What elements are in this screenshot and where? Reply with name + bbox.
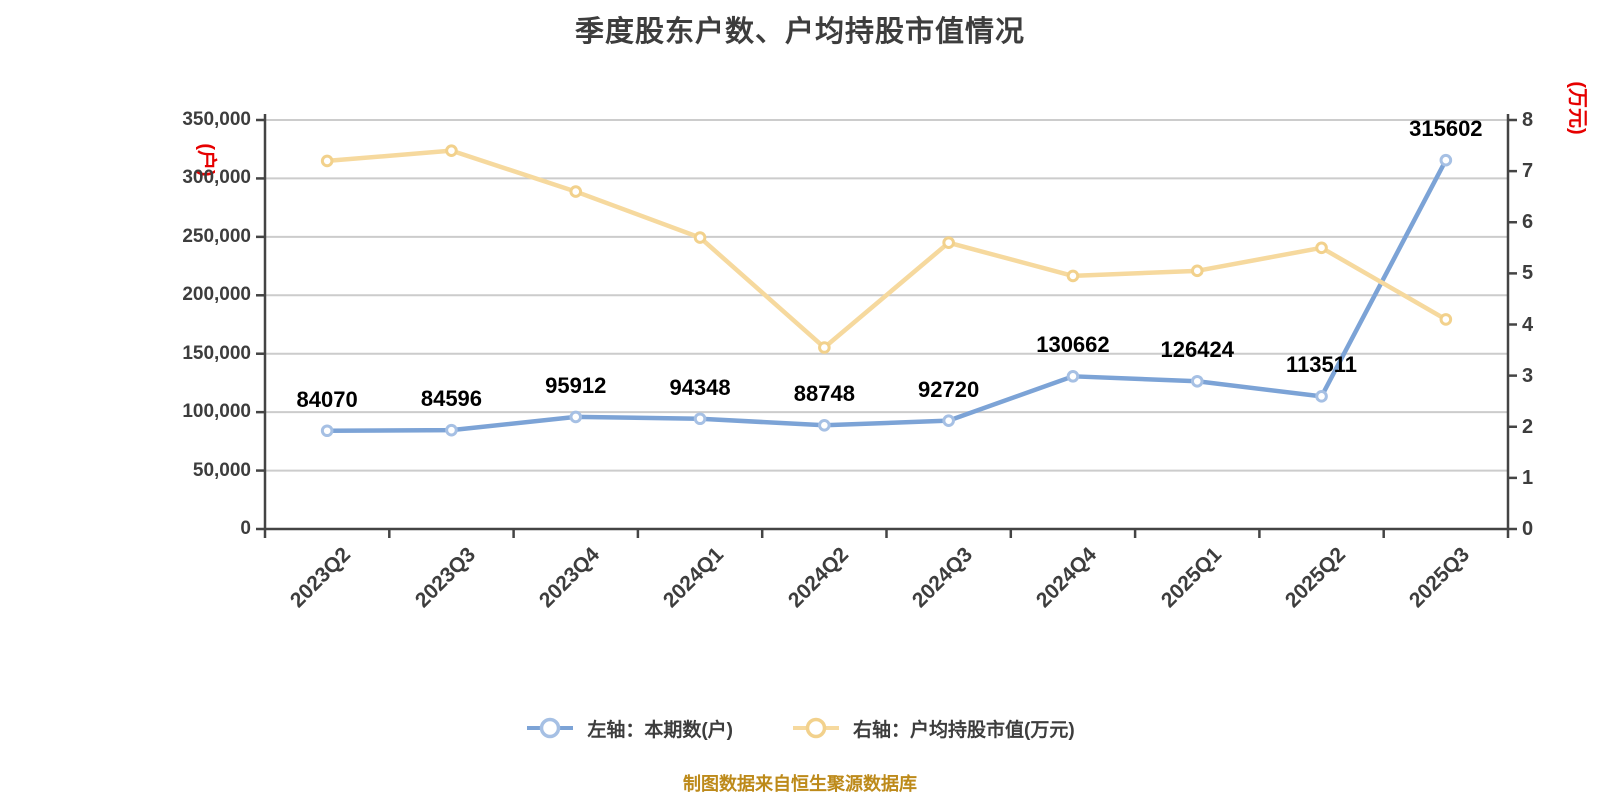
left-axis-tick-label: 50,000 bbox=[192, 459, 251, 481]
data-point-marker bbox=[569, 185, 583, 198]
left-axis-tick-label: 350,000 bbox=[182, 109, 251, 130]
data-point-label: 84070 bbox=[296, 386, 358, 412]
data-point-marker bbox=[320, 424, 334, 438]
data-point-marker bbox=[693, 412, 707, 426]
data-point-label: 88748 bbox=[793, 381, 855, 407]
series-line bbox=[324, 157, 1449, 434]
right-axis-tick-label: 5 bbox=[1522, 262, 1534, 285]
data-point-marker bbox=[1066, 370, 1080, 383]
data-point-label: 113511 bbox=[1286, 352, 1358, 378]
data-point-marker bbox=[1315, 390, 1328, 403]
data-point-marker bbox=[1190, 264, 1204, 278]
left-axis-tick-label: 100,000 bbox=[182, 401, 251, 423]
legend-item-right-axis-series[interactable]: 右轴：户均持股市值(万元) bbox=[791, 714, 1075, 742]
line-circle-marker-icon bbox=[793, 717, 839, 739]
right-axis-unit-label: (万元) bbox=[1566, 81, 1588, 135]
data-point-marker bbox=[1066, 269, 1080, 283]
data-point-label: 126424 bbox=[1160, 337, 1234, 363]
legend-label: 左轴：本期数(户) bbox=[587, 719, 733, 741]
data-point-marker bbox=[1315, 241, 1328, 255]
chart-title: 季度股东户数、户均持股市值情况 bbox=[574, 16, 1025, 48]
data-point-label: 92720 bbox=[918, 376, 980, 402]
data-point-marker bbox=[320, 154, 334, 168]
right-axis-tick-label: 2 bbox=[1522, 415, 1534, 438]
series-line bbox=[324, 148, 1449, 350]
left-axis-tick-label: 200,000 bbox=[182, 284, 251, 306]
data-point-label: 95912 bbox=[545, 372, 607, 398]
legend-item-left-axis-series[interactable]: 左轴：本期数(户) bbox=[525, 714, 733, 742]
right-axis-tick-label: 6 bbox=[1522, 211, 1534, 234]
right-axis-tick-label: 0 bbox=[1522, 518, 1534, 540]
right-axis-tick-label: 4 bbox=[1522, 313, 1534, 336]
right-axis-tick-label: 3 bbox=[1522, 364, 1534, 387]
chart-legend: 左轴：本期数(户) 右轴：户均持股市值(万元) bbox=[0, 714, 1600, 742]
right-axis-tick-label: 8 bbox=[1522, 109, 1534, 131]
data-point-label: 84596 bbox=[420, 386, 483, 412]
data-point-marker bbox=[1439, 313, 1453, 326]
data-point-label: 315602 bbox=[1409, 116, 1483, 142]
left-axis-tick-label: 300,000 bbox=[182, 167, 251, 189]
left-axis-tick-label: 150,000 bbox=[182, 342, 251, 364]
data-source-caption: 制图数据来自恒生聚源数据库 bbox=[683, 774, 917, 794]
data-point-marker bbox=[818, 418, 831, 432]
data-point-marker bbox=[693, 231, 707, 244]
legend-label: 右轴：户均持股市值(万元) bbox=[853, 719, 1075, 741]
left-axis-tick-label: 250,000 bbox=[182, 225, 251, 247]
right-axis-tick-label: 7 bbox=[1522, 160, 1534, 183]
line-circle-marker-icon bbox=[527, 717, 574, 739]
data-point-label: 94348 bbox=[669, 374, 731, 400]
data-point-label: 130662 bbox=[1036, 332, 1110, 358]
data-point-marker bbox=[569, 410, 583, 424]
data-point-marker bbox=[445, 423, 458, 437]
right-axis-tick-label: 1 bbox=[1522, 466, 1534, 489]
data-point-marker bbox=[1439, 153, 1453, 167]
data-point-marker bbox=[818, 341, 831, 354]
data-point-marker bbox=[942, 236, 955, 249]
data-point-marker bbox=[1190, 374, 1204, 388]
left-axis-tick-label: 0 bbox=[240, 518, 251, 539]
data-point-marker bbox=[445, 144, 458, 157]
data-point-marker bbox=[942, 414, 955, 427]
